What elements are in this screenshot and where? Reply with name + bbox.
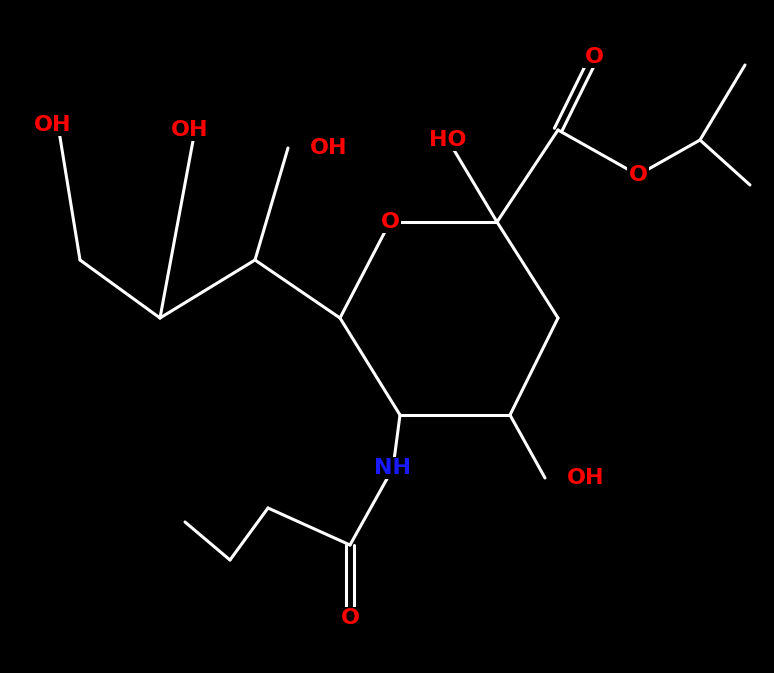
Text: OH: OH	[567, 468, 604, 488]
Text: OH: OH	[34, 115, 72, 135]
Text: NH: NH	[375, 458, 412, 478]
Text: O: O	[584, 47, 604, 67]
Text: HO: HO	[430, 130, 467, 150]
Text: O: O	[628, 165, 648, 185]
Text: O: O	[381, 212, 399, 232]
Text: OH: OH	[171, 120, 209, 140]
Text: O: O	[341, 608, 359, 628]
Text: OH: OH	[310, 138, 348, 158]
